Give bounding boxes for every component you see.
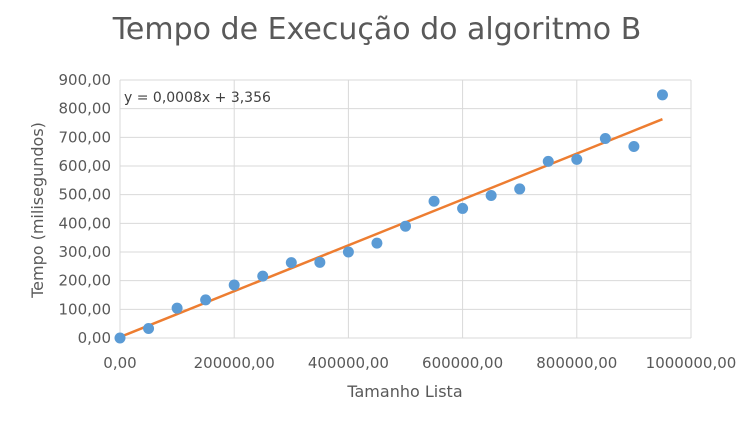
- y-axis-label: Tempo (milisegundos): [28, 122, 47, 299]
- trendline-equation: y = 0,0008x + 3,356: [124, 90, 271, 106]
- data-point: [143, 323, 155, 335]
- data-point: [571, 153, 583, 165]
- y-tick-label: 100,00: [59, 300, 112, 318]
- x-tick-label: 800000,00: [536, 354, 617, 372]
- x-tick-label: 0,00: [103, 354, 136, 372]
- data-point: [371, 237, 383, 249]
- data-point: [342, 246, 354, 258]
- data-point: [542, 155, 554, 167]
- trendline: [119, 118, 663, 339]
- data-point: [114, 332, 126, 344]
- data-point: [457, 202, 469, 214]
- trendline-group: [119, 118, 663, 339]
- data-point: [314, 256, 326, 268]
- data-point: [514, 183, 526, 195]
- y-tick-label: 300,00: [59, 243, 112, 261]
- data-point: [628, 141, 640, 153]
- y-tick-label: 400,00: [59, 214, 112, 232]
- y-tick-label: 900,00: [59, 71, 112, 89]
- data-point: [656, 89, 668, 101]
- data-point: [428, 195, 440, 207]
- gridlines: [119, 79, 692, 339]
- y-tick-label: 0,00: [78, 329, 111, 347]
- data-points: [114, 89, 668, 344]
- y-tick-label: 700,00: [59, 128, 112, 146]
- data-point: [228, 279, 240, 291]
- x-tick-label: 400000,00: [308, 354, 389, 372]
- data-point: [599, 132, 611, 144]
- y-tick-label: 600,00: [59, 157, 112, 175]
- x-tick-label: 600000,00: [422, 354, 503, 372]
- x-tick-label: 1000000,00: [646, 354, 737, 372]
- data-point: [485, 190, 497, 202]
- y-tick-label: 500,00: [59, 186, 112, 204]
- x-tick-label: 200000,00: [194, 354, 275, 372]
- data-point: [285, 257, 297, 269]
- data-point: [200, 294, 212, 306]
- y-tick-labels: 0,00 100,00 200,00 300,00 400,00 500,00 600,00…: [59, 71, 112, 347]
- x-axis-label: Tamanho Lista: [346, 382, 462, 401]
- y-tick-label: 200,00: [59, 272, 112, 290]
- data-point: [400, 220, 411, 232]
- chart-title: Tempo de Execução do algoritmo B: [112, 12, 642, 47]
- data-point: [257, 270, 269, 282]
- data-point: [171, 302, 183, 314]
- x-tick-labels: 0,00 200000,00 400000,00 600000,00 800000,00…: [103, 354, 736, 372]
- y-tick-label: 800,00: [59, 100, 112, 118]
